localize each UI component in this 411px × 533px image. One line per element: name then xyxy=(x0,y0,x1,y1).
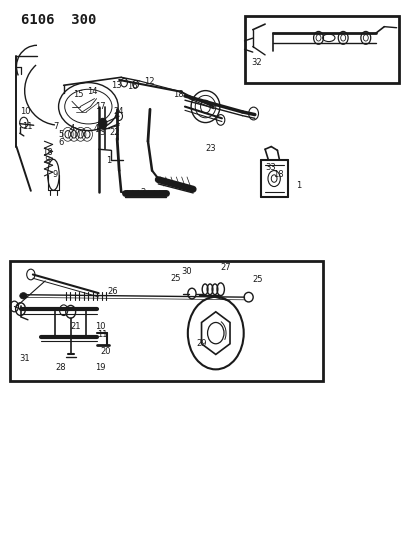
Text: 6: 6 xyxy=(58,139,64,147)
Text: 26: 26 xyxy=(108,287,118,296)
Text: 30: 30 xyxy=(182,268,192,276)
Text: 20: 20 xyxy=(101,348,111,356)
Text: 1: 1 xyxy=(106,157,111,165)
Text: 1: 1 xyxy=(297,181,302,190)
Text: 18: 18 xyxy=(42,148,53,157)
Text: 15: 15 xyxy=(73,91,83,99)
Text: 22: 22 xyxy=(109,128,120,136)
Text: 28: 28 xyxy=(55,364,66,372)
Text: 18: 18 xyxy=(173,91,184,99)
Text: 18: 18 xyxy=(273,171,284,179)
Text: 19: 19 xyxy=(95,364,105,372)
Text: 11: 11 xyxy=(22,123,33,131)
Text: 32: 32 xyxy=(252,59,262,67)
Text: 4: 4 xyxy=(70,125,75,133)
Text: 25: 25 xyxy=(253,275,263,284)
Text: 21: 21 xyxy=(71,322,81,330)
Text: 13: 13 xyxy=(111,81,122,90)
Text: 2: 2 xyxy=(141,189,145,197)
Text: 23: 23 xyxy=(206,144,216,152)
Text: 25: 25 xyxy=(171,274,181,282)
Text: 24: 24 xyxy=(113,108,124,116)
Text: 8: 8 xyxy=(44,157,50,165)
Text: 14: 14 xyxy=(87,87,98,95)
Text: 10: 10 xyxy=(95,322,105,330)
Text: 31: 31 xyxy=(19,354,30,362)
Bar xyxy=(10,261,323,381)
Text: 12: 12 xyxy=(144,77,155,85)
Text: 16: 16 xyxy=(127,82,138,91)
Text: 17: 17 xyxy=(95,102,106,111)
Bar xyxy=(245,16,399,83)
Ellipse shape xyxy=(20,293,27,299)
Text: 6106  300: 6106 300 xyxy=(21,13,96,27)
Text: 4: 4 xyxy=(93,125,98,133)
Text: 10: 10 xyxy=(20,108,31,116)
Text: 27: 27 xyxy=(220,263,231,272)
Circle shape xyxy=(99,118,107,129)
Text: 7: 7 xyxy=(53,122,58,131)
Text: 3: 3 xyxy=(99,128,105,136)
Text: 9: 9 xyxy=(52,170,57,179)
Text: 11: 11 xyxy=(97,330,107,338)
Text: 33: 33 xyxy=(265,163,276,172)
Text: 5: 5 xyxy=(58,130,63,139)
Text: 29: 29 xyxy=(196,340,207,348)
